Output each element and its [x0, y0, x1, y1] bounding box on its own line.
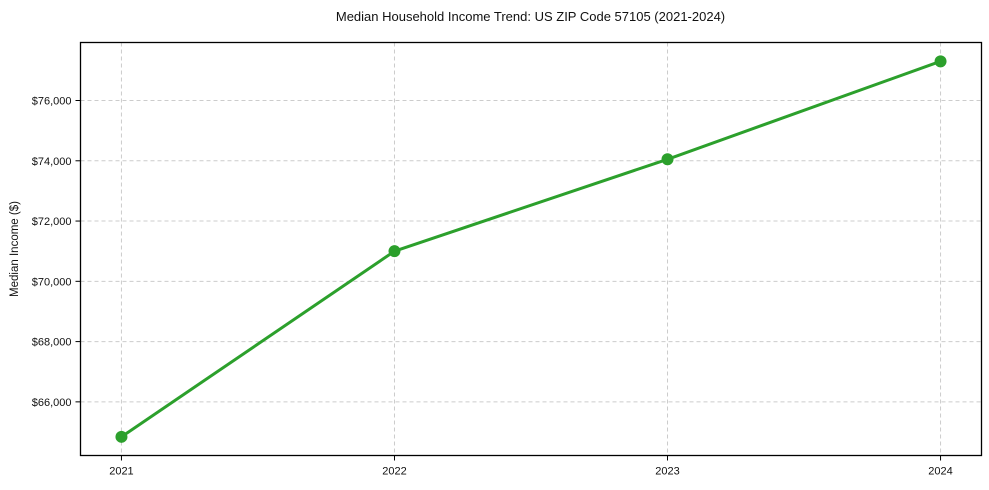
- trend-line: [119, 59, 943, 439]
- y-tick-label: $72,000: [32, 216, 72, 228]
- data-point-2024: [934, 55, 947, 68]
- x-tick-label: 2021: [109, 466, 133, 478]
- chart-title: Median Household Income Trend: US ZIP Co…: [335, 9, 726, 24]
- data-point-2022: [388, 245, 401, 258]
- data-point-2021: [115, 430, 128, 443]
- y-tick-label: $68,000: [32, 337, 72, 349]
- x-tick-label: 2024: [928, 466, 952, 478]
- data-point-2023: [661, 153, 674, 166]
- y-tick-label: $74,000: [32, 156, 72, 168]
- x-tick-label: 2023: [655, 466, 679, 478]
- y-tick-label: $66,000: [32, 397, 72, 409]
- y-tick-label: $70,000: [32, 276, 72, 288]
- plot-border: [79, 41, 983, 457]
- x-tick-label: 2022: [382, 466, 406, 478]
- y-tick-label: $76,000: [32, 96, 72, 108]
